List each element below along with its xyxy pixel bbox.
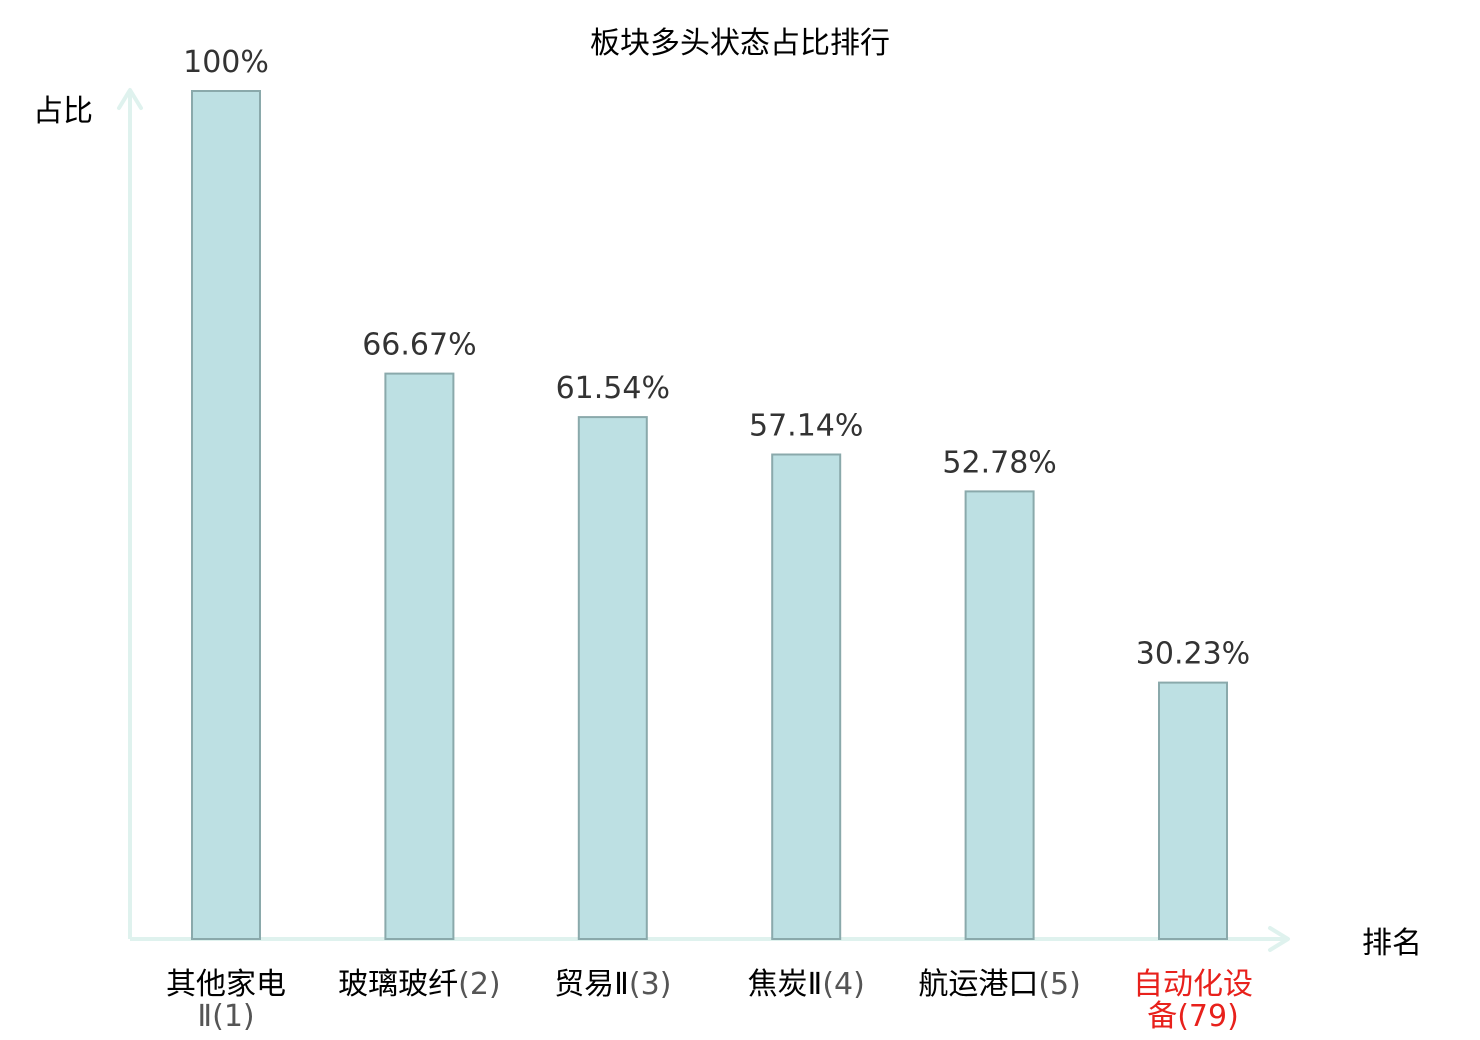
bar	[771, 453, 842, 940]
bar	[384, 372, 455, 941]
data-label: 30.23%	[1136, 637, 1250, 672]
y-axis-arrow	[117, 88, 143, 110]
bar	[577, 416, 648, 941]
data-label: 61.54%	[556, 371, 670, 406]
category-label: 航运港口(5)	[918, 967, 1081, 1002]
x-axis-arrow	[1268, 926, 1290, 952]
data-label: 100%	[183, 45, 269, 80]
category-label: 贸易Ⅱ(3)	[554, 967, 671, 1002]
data-labels: 100% 66.67% 61.54% 57.14% 52.78% 30.23%	[183, 45, 1250, 672]
chart-title: 板块多头状态占比排行	[590, 26, 890, 61]
bar	[964, 490, 1035, 940]
category-label: 其他家电	[166, 967, 286, 1002]
bar	[191, 90, 261, 940]
category-label: 玻璃玻纤(2)	[338, 967, 501, 1002]
data-label: 66.67%	[362, 328, 476, 363]
category-label: 自动化设	[1133, 967, 1253, 1002]
y-axis-label: 占比	[33, 94, 93, 129]
x-axis-label: 排名	[1362, 926, 1422, 961]
bar	[1158, 681, 1228, 940]
category-label-line2: Ⅱ(1)	[197, 999, 254, 1034]
bars	[191, 90, 1228, 941]
category-label: 焦炭Ⅱ(4)	[748, 967, 865, 1002]
data-label: 57.14%	[749, 409, 863, 444]
data-label: 52.78%	[942, 445, 1056, 480]
axes	[117, 88, 1290, 952]
category-label-line2: 备(79)	[1147, 999, 1239, 1034]
